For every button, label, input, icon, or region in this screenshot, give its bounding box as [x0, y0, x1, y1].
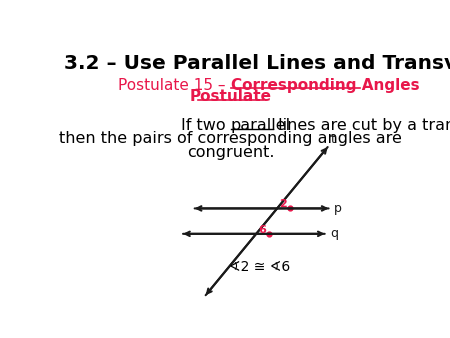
Text: then the pairs of corresponding angles are: then the pairs of corresponding angles a…: [59, 131, 402, 146]
Text: 2: 2: [279, 199, 287, 209]
Text: ∢2 ≅ ∢6: ∢2 ≅ ∢6: [229, 260, 290, 274]
Text: Postulate: Postulate: [189, 89, 272, 104]
Text: lines are cut by a transversal,: lines are cut by a transversal,: [273, 118, 450, 132]
Text: 6: 6: [258, 224, 266, 235]
Text: Corresponding Angles: Corresponding Angles: [230, 77, 419, 93]
Text: t: t: [330, 132, 335, 146]
Text: parallel: parallel: [230, 118, 291, 132]
Text: congruent.: congruent.: [187, 145, 274, 160]
Text: p: p: [334, 202, 342, 215]
Text: q: q: [331, 227, 338, 240]
Text: If two: If two: [181, 118, 230, 132]
Text: 3.2 – Use Parallel Lines and Transversals: 3.2 – Use Parallel Lines and Transversal…: [64, 54, 450, 73]
Text: Postulate 15 –: Postulate 15 –: [118, 77, 230, 93]
